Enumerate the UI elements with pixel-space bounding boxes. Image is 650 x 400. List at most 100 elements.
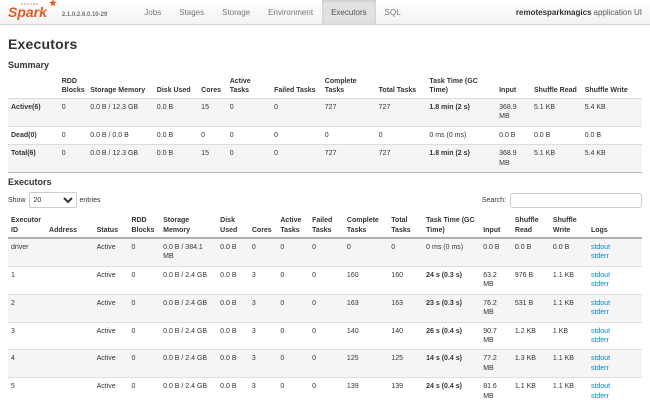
cell-executor-id: driver — [8, 237, 47, 267]
cell: 0.0 B / 2.4 GB — [160, 265, 218, 295]
cell-executor-id: 4 — [8, 349, 47, 378]
column-header-complete-tasks[interactable]: Complete Tasks — [343, 214, 389, 239]
cell-task-time: 24 s (0.3 s) — [423, 265, 481, 295]
cell-executor-id: 3 — [8, 321, 47, 350]
cell: 0 — [248, 237, 278, 267]
application-name: remotesparkmagics application UI — [516, 0, 642, 24]
cell: 0.0 B — [217, 293, 249, 323]
column-header: Complete Tasks — [324, 78, 357, 95]
executors-header-row: Executor ID Address Status RDD Blocks St… — [8, 214, 642, 239]
search-control: Search: — [482, 192, 642, 208]
executor-row: 2 Active 0 0.0 B / 2.4 GB 0.0 B 3 0 0 16… — [8, 293, 642, 323]
cell: 90.7 MB — [480, 321, 512, 350]
column-header-shuffle-read[interactable]: Shuffle Read — [511, 214, 550, 239]
cell: 81.6 MB — [480, 377, 512, 400]
cell: 727 — [321, 144, 376, 173]
search-input[interactable] — [510, 192, 642, 208]
column-header-failed-tasks[interactable]: Failed Tasks — [309, 214, 344, 239]
column-header-task-time[interactable]: Task Time (GC Time) — [423, 214, 481, 239]
cell-address — [46, 265, 94, 295]
column-header: Failed Tasks — [274, 87, 316, 95]
column-header: Input — [499, 87, 517, 95]
cell-task-time: 23 s (0.3 s) — [423, 293, 481, 323]
cell: 139 — [343, 377, 389, 400]
column-header-storage-memory[interactable]: Storage Memory — [160, 214, 218, 239]
cell: 125 — [343, 349, 389, 378]
stderr-link[interactable]: stderr — [590, 337, 609, 344]
cell: 15 — [198, 144, 227, 173]
apache-label: APACHE — [21, 2, 40, 6]
cell: 0 — [128, 265, 161, 295]
column-header-address[interactable]: Address — [46, 214, 94, 239]
cell: 727 — [375, 97, 427, 127]
column-header-input[interactable]: Input — [480, 214, 512, 239]
column-header-shuffle-write[interactable]: Shuffle Write — [549, 214, 588, 239]
column-header-logs[interactable]: Logs — [587, 214, 642, 239]
cell-logs: stdout stderr — [587, 349, 642, 378]
nav-tab-storage[interactable]: Storage — [222, 7, 251, 17]
nav-tab-sql[interactable]: SQL — [384, 7, 401, 17]
stdout-link[interactable]: stdout — [590, 271, 611, 279]
stdout-link[interactable]: stdout — [590, 243, 611, 251]
cell: 163 — [343, 293, 389, 323]
stdout-link[interactable]: stdout — [590, 355, 611, 363]
summary-row-total: Total(6) 0 0.0 B / 12.3 GB 0.0 B 15 0 0 … — [8, 144, 642, 173]
cell: 0.0 B / 2.4 GB — [160, 349, 218, 378]
cell: 0.0 B — [217, 349, 249, 378]
table-controls: Show 20 entries Search: — [8, 192, 642, 209]
column-header: Shuffle Read — [533, 87, 577, 95]
cell: 0 — [321, 125, 376, 145]
nav-tab-stages[interactable]: Stages — [179, 7, 205, 17]
nav-tab-executors[interactable]: Executors — [322, 0, 376, 24]
cell: 0.0 B / 12.3 GB — [87, 97, 154, 127]
cell-executor-id: 2 — [8, 293, 47, 323]
nav-tab-environment[interactable]: Environment — [268, 7, 314, 17]
cell: 1.2 KB — [511, 321, 550, 350]
cell: 0 — [226, 125, 272, 145]
stderr-link[interactable]: stderr — [590, 392, 609, 400]
stderr-link[interactable]: stderr — [590, 309, 609, 317]
cell: 0 — [277, 265, 310, 295]
cell: 0.0 B — [530, 125, 582, 145]
stderr-link[interactable]: stderr — [590, 253, 609, 261]
cell: 0 — [309, 349, 344, 378]
stdout-link[interactable]: stdout — [590, 327, 611, 335]
column-header-disk-used[interactable]: Disk Used — [217, 214, 249, 239]
cell: 3 — [248, 321, 278, 350]
cell-executor-id: 5 — [8, 377, 47, 400]
cell-executor-id: 1 — [8, 265, 47, 295]
cell: 0 — [128, 377, 161, 400]
column-header-rdd-blocks[interactable]: RDD Blocks — [128, 214, 161, 239]
cell: 77.2 MB — [480, 349, 512, 378]
cell-status: Active — [93, 377, 129, 400]
cell: 0 — [128, 237, 161, 267]
column-header-active-tasks[interactable]: Active Tasks — [277, 214, 310, 239]
entries-select[interactable]: 20 — [28, 192, 77, 209]
cell-address — [46, 349, 94, 378]
cell: 0.0 B — [153, 125, 199, 145]
stdout-link[interactable]: stdout — [590, 383, 611, 391]
column-header-total-tasks[interactable]: Total Tasks — [388, 214, 424, 239]
row-label: Total(6) — [8, 144, 59, 173]
cell: 0.0 B — [217, 265, 249, 295]
cell: 160 — [343, 265, 389, 295]
page-title: Executors — [8, 36, 78, 52]
column-header-cores[interactable]: Cores — [248, 214, 278, 239]
cell: 5.4 KB — [581, 97, 642, 127]
cell: 0.0 B — [581, 125, 642, 145]
cell-status: Active — [93, 349, 129, 378]
column-header-executor-id[interactable]: Executor ID — [8, 214, 47, 239]
summary-row-dead: Dead(0) 0 0.0 B / 0.0 B 0.0 B 0 0 0 0 0 … — [8, 125, 642, 145]
summary-header-row: RDD Blocks Storage Memory Disk Used Core… — [8, 75, 642, 98]
stderr-link[interactable]: stderr — [590, 364, 609, 372]
cell: 0 — [309, 377, 344, 400]
stderr-link[interactable]: stderr — [590, 281, 609, 289]
cell: 0.0 B — [217, 237, 249, 267]
stdout-link[interactable]: stdout — [590, 299, 611, 307]
nav-tab-jobs[interactable]: Jobs — [144, 7, 162, 17]
show-label: Show — [8, 196, 26, 204]
column-header-status[interactable]: Status — [93, 214, 129, 239]
cell-logs: stdout stderr — [587, 321, 642, 350]
cell-status: Active — [93, 321, 129, 350]
cell: 3 — [248, 265, 278, 295]
